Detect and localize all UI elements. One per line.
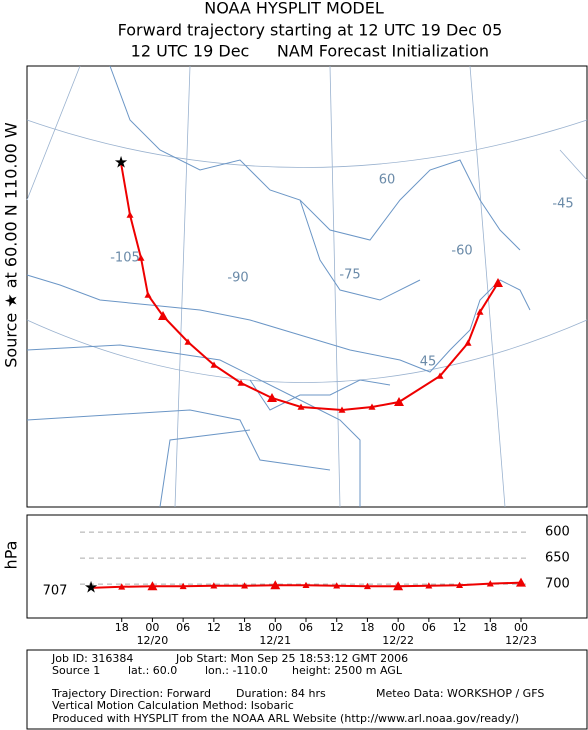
x-tick-label: 00: [268, 621, 282, 634]
date-label: 12/21: [259, 634, 291, 647]
footer-text: Job ID: 316384: [51, 652, 133, 665]
trajectory-line: [120, 162, 499, 412]
x-tick-label: 00: [514, 621, 528, 634]
x-tick-label: 00: [391, 621, 405, 634]
footer-text: height: 2500 m AGL: [292, 664, 403, 677]
height-marker: [147, 581, 158, 591]
trajectory-marker: [338, 406, 346, 413]
height-marker: [393, 581, 404, 591]
height-marker: [363, 582, 371, 590]
trajectory-marker: [184, 338, 192, 345]
height-marker: [118, 583, 126, 590]
map-frame: [26, 65, 588, 508]
init-time: 12 UTC 19 Dec: [131, 42, 250, 61]
height-marker: [333, 582, 341, 589]
footer-text: Job Start: Mon Sep 25 18:53:12 GMT 2006: [175, 652, 408, 665]
source-star: ★: [114, 153, 128, 172]
trajectory-marker: [144, 291, 152, 298]
trajectory-marker: [436, 372, 444, 379]
x-tick-label: 00: [145, 621, 159, 634]
title: NOAA HYSPLIT MODEL: [204, 0, 384, 18]
trajectory-marker: [210, 361, 218, 368]
height-marker: [486, 580, 494, 587]
trajectory-marker: [493, 278, 503, 287]
footer-text: Vertical Motion Calculation Method: Isob…: [52, 699, 294, 712]
trajectory-marker: [126, 211, 134, 218]
footer-text: lon.: -110.0: [205, 664, 268, 677]
x-tick-label: 12: [330, 621, 344, 634]
height-marker: [179, 582, 187, 590]
height-marker: [425, 582, 433, 589]
trajectory-marker: [137, 254, 145, 261]
trajectory: ★: [114, 153, 499, 412]
trajectory-marker: [158, 311, 168, 320]
height-marker: [210, 582, 218, 589]
trajectory-marker: [297, 403, 305, 410]
map-label: 60: [379, 173, 396, 188]
init-source: NAM Forecast Initialization: [277, 42, 489, 61]
trajectory-marker: [464, 339, 472, 346]
height-marker: [516, 577, 526, 587]
map-label: -75: [339, 268, 360, 283]
source-star: ★: [84, 577, 98, 596]
x-tick-label: 18: [483, 621, 497, 634]
height-marker: [456, 581, 464, 589]
footer-text: Source 1: [52, 664, 100, 677]
trajectory-marker: [237, 379, 245, 386]
start-label: 707: [43, 584, 68, 599]
footer-text: Trajectory Direction: Forward: [51, 687, 211, 700]
footer-frame: [26, 649, 588, 730]
x-tick-label: 18: [115, 621, 129, 634]
y-tick-label: 600: [545, 525, 570, 540]
footer-text: lat.: 60.0: [128, 664, 177, 677]
date-label: 12/22: [382, 634, 414, 647]
x-tick-label: 06: [422, 621, 436, 634]
map: -105 -90 -75 -60 -45 60 45: [26, 65, 588, 508]
trajectory-marker: [394, 397, 404, 406]
footer-text: Produced with HYSPLIT from the NOAA ARL …: [52, 712, 519, 725]
map-label: 45: [420, 355, 437, 370]
map-label: -90: [227, 271, 248, 286]
y-tick-label: 700: [545, 577, 570, 592]
x-tick-label: 06: [299, 621, 313, 634]
height-marker: [270, 580, 281, 590]
trajectory-marker: [267, 393, 277, 402]
date-label: 12/20: [137, 634, 169, 647]
trajectory-marker: [476, 308, 484, 315]
subtitle: Forward trajectory starting at 12 UTC 19…: [118, 21, 503, 40]
y-label: hPa: [2, 541, 21, 570]
height-marker: [241, 582, 249, 589]
x-tick-label: 18: [360, 621, 374, 634]
map-label: -105: [110, 251, 140, 266]
height-marker: [302, 581, 310, 589]
map-label: -45: [552, 197, 573, 212]
footer-text: Duration: 84 hrs: [236, 687, 326, 700]
map-label: -60: [451, 244, 472, 259]
source-label: Source ★ at 60.00 N 110.00 W: [2, 122, 21, 368]
x-tick-label: 18: [238, 621, 252, 634]
height-frame: [26, 514, 588, 619]
y-tick-label: 650: [545, 551, 570, 566]
x-tick-label: 12: [207, 621, 221, 634]
x-tick-label: 06: [176, 621, 190, 634]
date-label: 12/23: [505, 634, 537, 647]
footer-text: Meteo Data: WORKSHOP / GFS: [376, 687, 544, 700]
x-tick-label: 12: [453, 621, 467, 634]
trajectory-marker: [368, 403, 376, 410]
